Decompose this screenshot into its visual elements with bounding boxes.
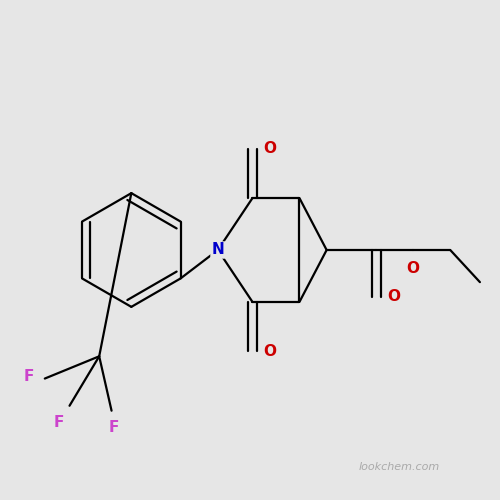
Text: F: F	[53, 414, 64, 430]
Text: lookchem.com: lookchem.com	[359, 462, 440, 472]
Text: O: O	[264, 141, 276, 156]
Text: O: O	[264, 344, 276, 359]
Text: O: O	[406, 261, 420, 276]
Text: F: F	[109, 420, 119, 434]
Text: O: O	[387, 290, 400, 304]
Text: N: N	[212, 242, 224, 258]
Text: F: F	[24, 368, 34, 384]
